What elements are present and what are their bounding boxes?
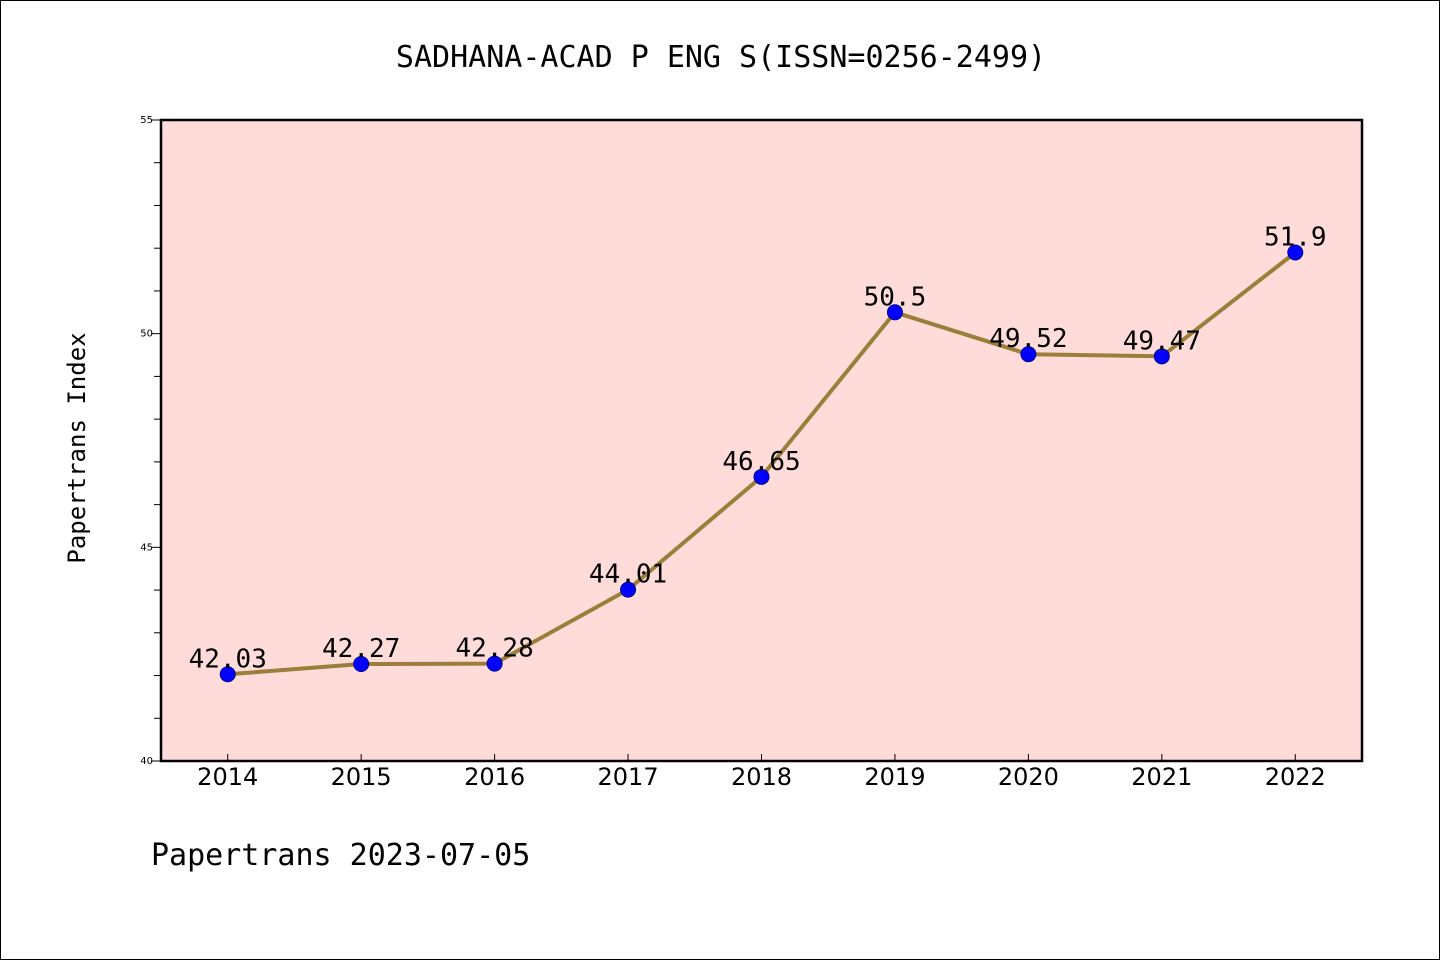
data-label: 42.28 <box>455 634 533 664</box>
y-tick-label: 55 <box>140 115 153 126</box>
x-tick-label: 2019 <box>864 763 925 791</box>
data-markers <box>219 244 1304 683</box>
data-point <box>486 655 503 672</box>
plot-border <box>159 118 1364 763</box>
data-label: 46.65 <box>722 447 800 477</box>
x-tick-label: 2018 <box>731 763 792 791</box>
data-point <box>886 304 903 321</box>
data-label: 42.03 <box>189 644 267 674</box>
data-point <box>753 468 770 485</box>
data-point <box>1020 346 1037 363</box>
data-point <box>1287 244 1304 261</box>
data-point <box>353 655 370 672</box>
data-point <box>219 666 236 683</box>
plot-area <box>161 120 1362 761</box>
data-label: 49.52 <box>989 324 1067 354</box>
y-tick-label: 40 <box>140 756 153 767</box>
x-tick-label: 2015 <box>331 763 392 791</box>
y-tick-label: 45 <box>140 542 153 553</box>
x-tick-label: 2016 <box>464 763 525 791</box>
data-label: 51.9 <box>1264 222 1327 252</box>
footer-text: Papertrans 2023-07-05 <box>151 838 530 873</box>
y-tick-label: 50 <box>140 329 153 340</box>
x-tick-label: 2021 <box>1131 763 1192 791</box>
data-labels: 42.03 42.27 42.28 44.01 46.65 50.5 49.52 49.47 5… <box>189 222 1327 674</box>
x-tick-label: 2020 <box>998 763 1059 791</box>
x-axis: 2014 2015 2016 2017 2018 2019 2020 2021 2022 <box>197 754 1326 791</box>
data-label: 44.01 <box>589 560 667 590</box>
y-axis-label: Papertrans Index <box>63 332 91 563</box>
y-axis: 40 45 50 55 <box>140 115 161 767</box>
data-label: 42.27 <box>322 634 400 664</box>
data-label: 49.47 <box>1123 326 1201 356</box>
x-tick-label: 2022 <box>1265 763 1326 791</box>
chart-title: SADHANA-ACAD P ENG S(ISSN=0256-2499) <box>396 40 1046 75</box>
data-label: 50.5 <box>864 282 927 312</box>
x-tick-label: 2017 <box>598 763 659 791</box>
x-tick-label: 2014 <box>197 763 258 791</box>
data-point <box>1153 348 1170 365</box>
data-point <box>620 581 637 598</box>
